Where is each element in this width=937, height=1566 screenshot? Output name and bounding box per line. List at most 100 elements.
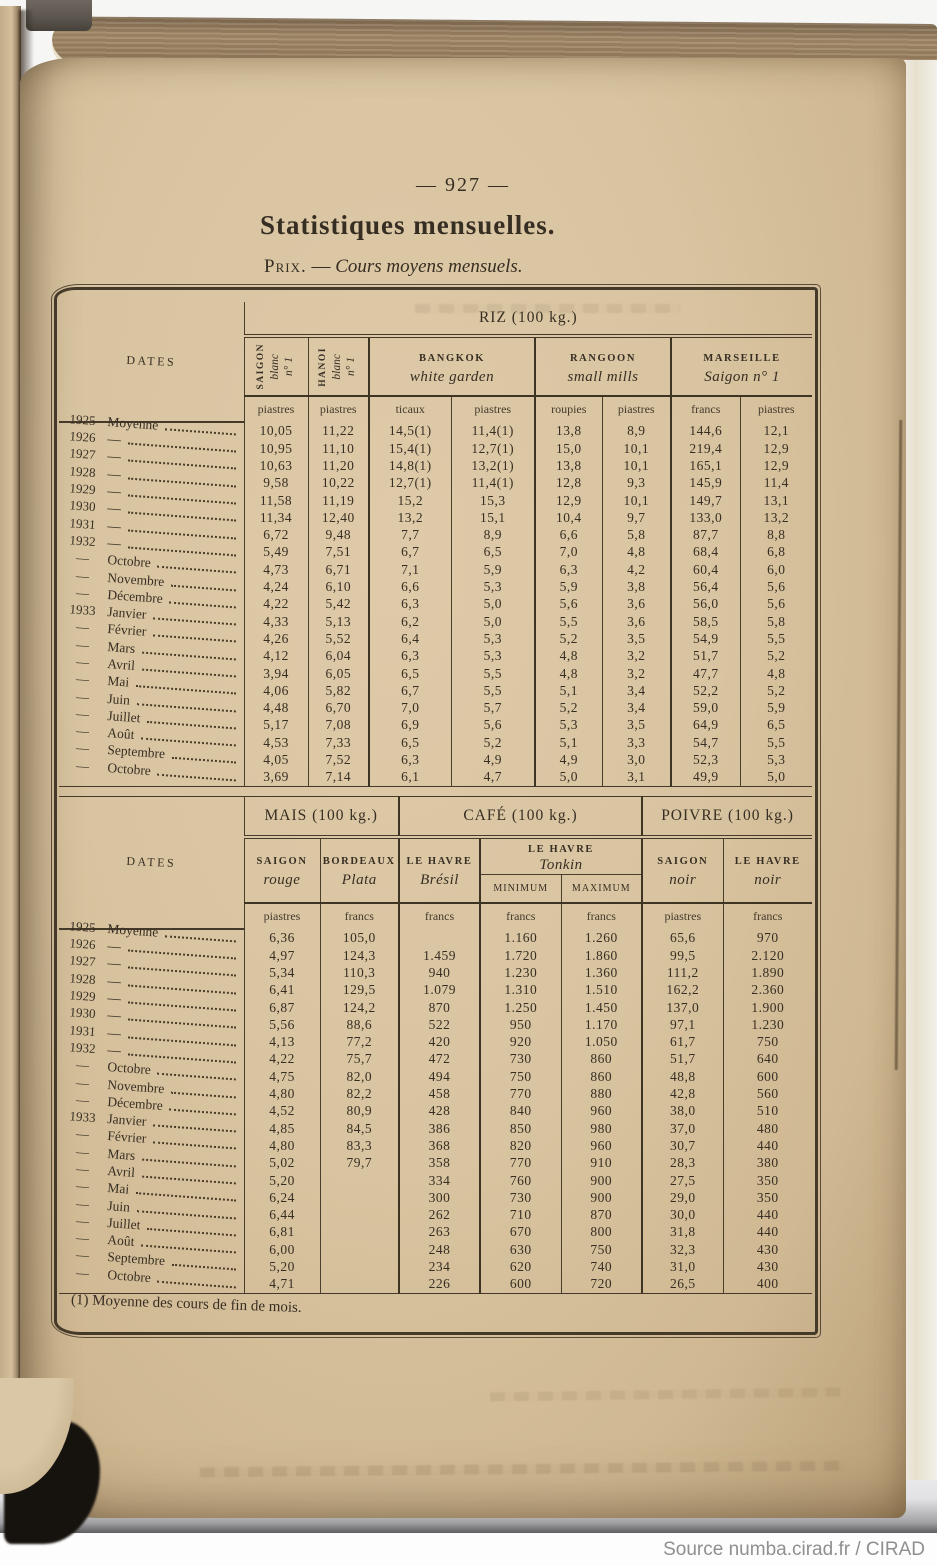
value-cell: 219,4 — [670, 440, 740, 458]
dotted-leader — [169, 600, 236, 608]
table-row: 1925 Moyenne 10,05 11,22 14,5(1) 11,4(1) 13,8 8… — [59, 411, 813, 440]
unit-label: piastres — [307, 396, 369, 422]
date-label: Mai — [106, 672, 130, 690]
value-cell: 129,5 — [319, 981, 399, 999]
page-right-edge — [902, 60, 937, 1480]
value-cell: 1.510 — [560, 981, 643, 999]
value-cell: 8,9 — [601, 422, 671, 440]
page-title: Statistiques mensuelles. — [260, 210, 556, 240]
column-header-lehavre-noir: LE HAVRE noir — [722, 836, 813, 904]
grade-label: noir — [669, 872, 697, 889]
dotted-leader — [157, 1072, 236, 1081]
value-cell: 5,3 — [450, 578, 535, 596]
table-row: — Septembre 4,05 7,52 6,3 4,9 4,9 3,0 52,3 5,3 — [59, 740, 813, 769]
value-cell: 750 — [722, 1033, 813, 1051]
value-cell: 11,19 — [307, 491, 369, 510]
value-cell: 368 — [398, 1137, 480, 1155]
value-cell: 6,5 — [450, 543, 535, 562]
value-cell: 1.310 — [479, 981, 561, 999]
value-cell: 5,2 — [450, 734, 535, 752]
value-cell: 740 — [560, 1258, 643, 1276]
value-cell: 670 — [479, 1223, 561, 1242]
value-cell: 1.450 — [560, 998, 643, 1017]
table-row: — Octobre 4,73 6,71 7,1 5,9 6,3 4,2 60,4 6,0 — [59, 549, 813, 579]
value-cell: 440 — [722, 1223, 813, 1242]
unit-label: francs — [670, 396, 740, 422]
value-cell: 3,69 — [243, 768, 308, 787]
table-row: 1932—5,49 7,51 6,7 6,5 7,0 4,8 68,4 6,8 — [59, 532, 813, 562]
attribution-bar: Source numba.cirad.fr / CIRAD — [0, 1533, 937, 1566]
value-cell: 80,9 — [319, 1102, 399, 1120]
date-label: — — [106, 534, 122, 551]
table-row: — Juin 6,44 262 710 870 30,0 440 — [59, 1195, 813, 1224]
poivre-section-title: POIVRE (100 kg.) — [641, 796, 813, 839]
value-cell: 300 — [398, 1189, 480, 1207]
value-cell: 11,20 — [307, 457, 369, 475]
value-cell: 6,4 — [368, 630, 451, 648]
value-cell: 5,9 — [739, 699, 813, 717]
column-group-row: SAIGON rouge BORDEAUX Plata LE HAVRE Bré… — [59, 836, 813, 904]
value-cell: 11,10 — [307, 440, 369, 458]
value-cell: 5,6 — [739, 595, 813, 613]
value-cell: 5,5 — [739, 734, 813, 752]
value-cell: 12,1 — [739, 422, 813, 440]
value-cell: 3,6 — [601, 612, 671, 631]
date-label: — — [106, 1041, 122, 1058]
value-cell: 620 — [479, 1258, 561, 1276]
value-cell: 1.459 — [398, 947, 480, 965]
value-cell: 15,4(1) — [368, 440, 451, 458]
value-cell: 42,8 — [641, 1085, 724, 1103]
value-cell: 8,8 — [739, 526, 813, 544]
value-cell: 4,71 — [243, 1275, 320, 1294]
value-cell: 480 — [722, 1119, 813, 1138]
value-cell — [319, 1171, 399, 1190]
value-cell: 14,8(1) — [368, 457, 451, 475]
riz-table-title: RIZ (100 kg.) — [243, 302, 813, 338]
value-cell: 1.260 — [560, 929, 643, 947]
table-row: — Décembre 4,22 5,42 6,3 5,0 5,6 3,6 56,0 5,6 — [59, 584, 813, 613]
value-cell: 75,7 — [319, 1050, 399, 1069]
column-header-bordeaux-plata: BORDEAUX Plata — [319, 836, 399, 904]
grade-label: Tonkin — [539, 856, 583, 873]
value-cell: 2.120 — [722, 947, 813, 965]
dotted-leader — [171, 1090, 236, 1098]
value-cell: 5,1 — [534, 734, 602, 752]
value-cell: 6,6 — [368, 578, 451, 596]
value-cell: 7,7 — [368, 526, 451, 544]
table-row: — Mai 6,24 300 730 900 29,0 350 — [59, 1178, 813, 1207]
value-cell: 3,94 — [243, 664, 308, 683]
value-cell: 38,0 — [641, 1102, 724, 1120]
grade-label: noir — [754, 872, 782, 889]
value-cell: 6,5 — [368, 664, 451, 683]
value-cell: 4,48 — [243, 699, 308, 717]
value-cell: 149,7 — [670, 491, 740, 510]
value-cell — [398, 929, 480, 947]
table-row: — Octobre 3,69 7,14 6,1 4,7 5,0 3,1 49,9 5,0 — [59, 757, 813, 787]
table-row: — Juin 4,48 6,70 7,0 5,7 5,2 3,4 59,0 5,9 — [59, 688, 813, 717]
value-cell: 248 — [398, 1241, 480, 1259]
value-cell: 900 — [560, 1171, 643, 1190]
value-cell: 840 — [479, 1102, 561, 1120]
value-cell: 11,4(1) — [450, 422, 535, 440]
table-row: — Février 4,26 5,52 6,4 5,3 5,2 3,5 54,9 5,5 — [59, 619, 813, 648]
dotted-leader — [171, 583, 236, 591]
value-cell: 6,3 — [368, 647, 451, 665]
date-label: — — [106, 972, 122, 989]
value-cell: 720 — [560, 1275, 643, 1294]
date-label: Août — [106, 724, 136, 742]
maximum-header: MAXIMUM — [560, 874, 643, 904]
table-title-row: Dates RIZ (100 kg.) — [59, 302, 813, 423]
city-label: RANGOON — [569, 352, 637, 364]
value-cell: 750 — [560, 1241, 643, 1259]
value-cell: 13,2(1) — [450, 457, 535, 475]
value-cell: 48,8 — [641, 1068, 724, 1086]
value-cell: 600 — [479, 1275, 561, 1294]
column-header-rangoon: RANGOON small mills — [534, 336, 671, 397]
table-row: — Novembre 4,24 6,10 6,6 5,3 5,9 3,8 56,4 5,6 — [59, 567, 813, 596]
date-cell: — Octobre — [59, 1264, 244, 1294]
value-cell: 380 — [722, 1154, 813, 1172]
value-cell: 430 — [722, 1258, 813, 1276]
grade-label: Plata — [341, 872, 377, 889]
value-cell: 82,0 — [319, 1068, 399, 1086]
